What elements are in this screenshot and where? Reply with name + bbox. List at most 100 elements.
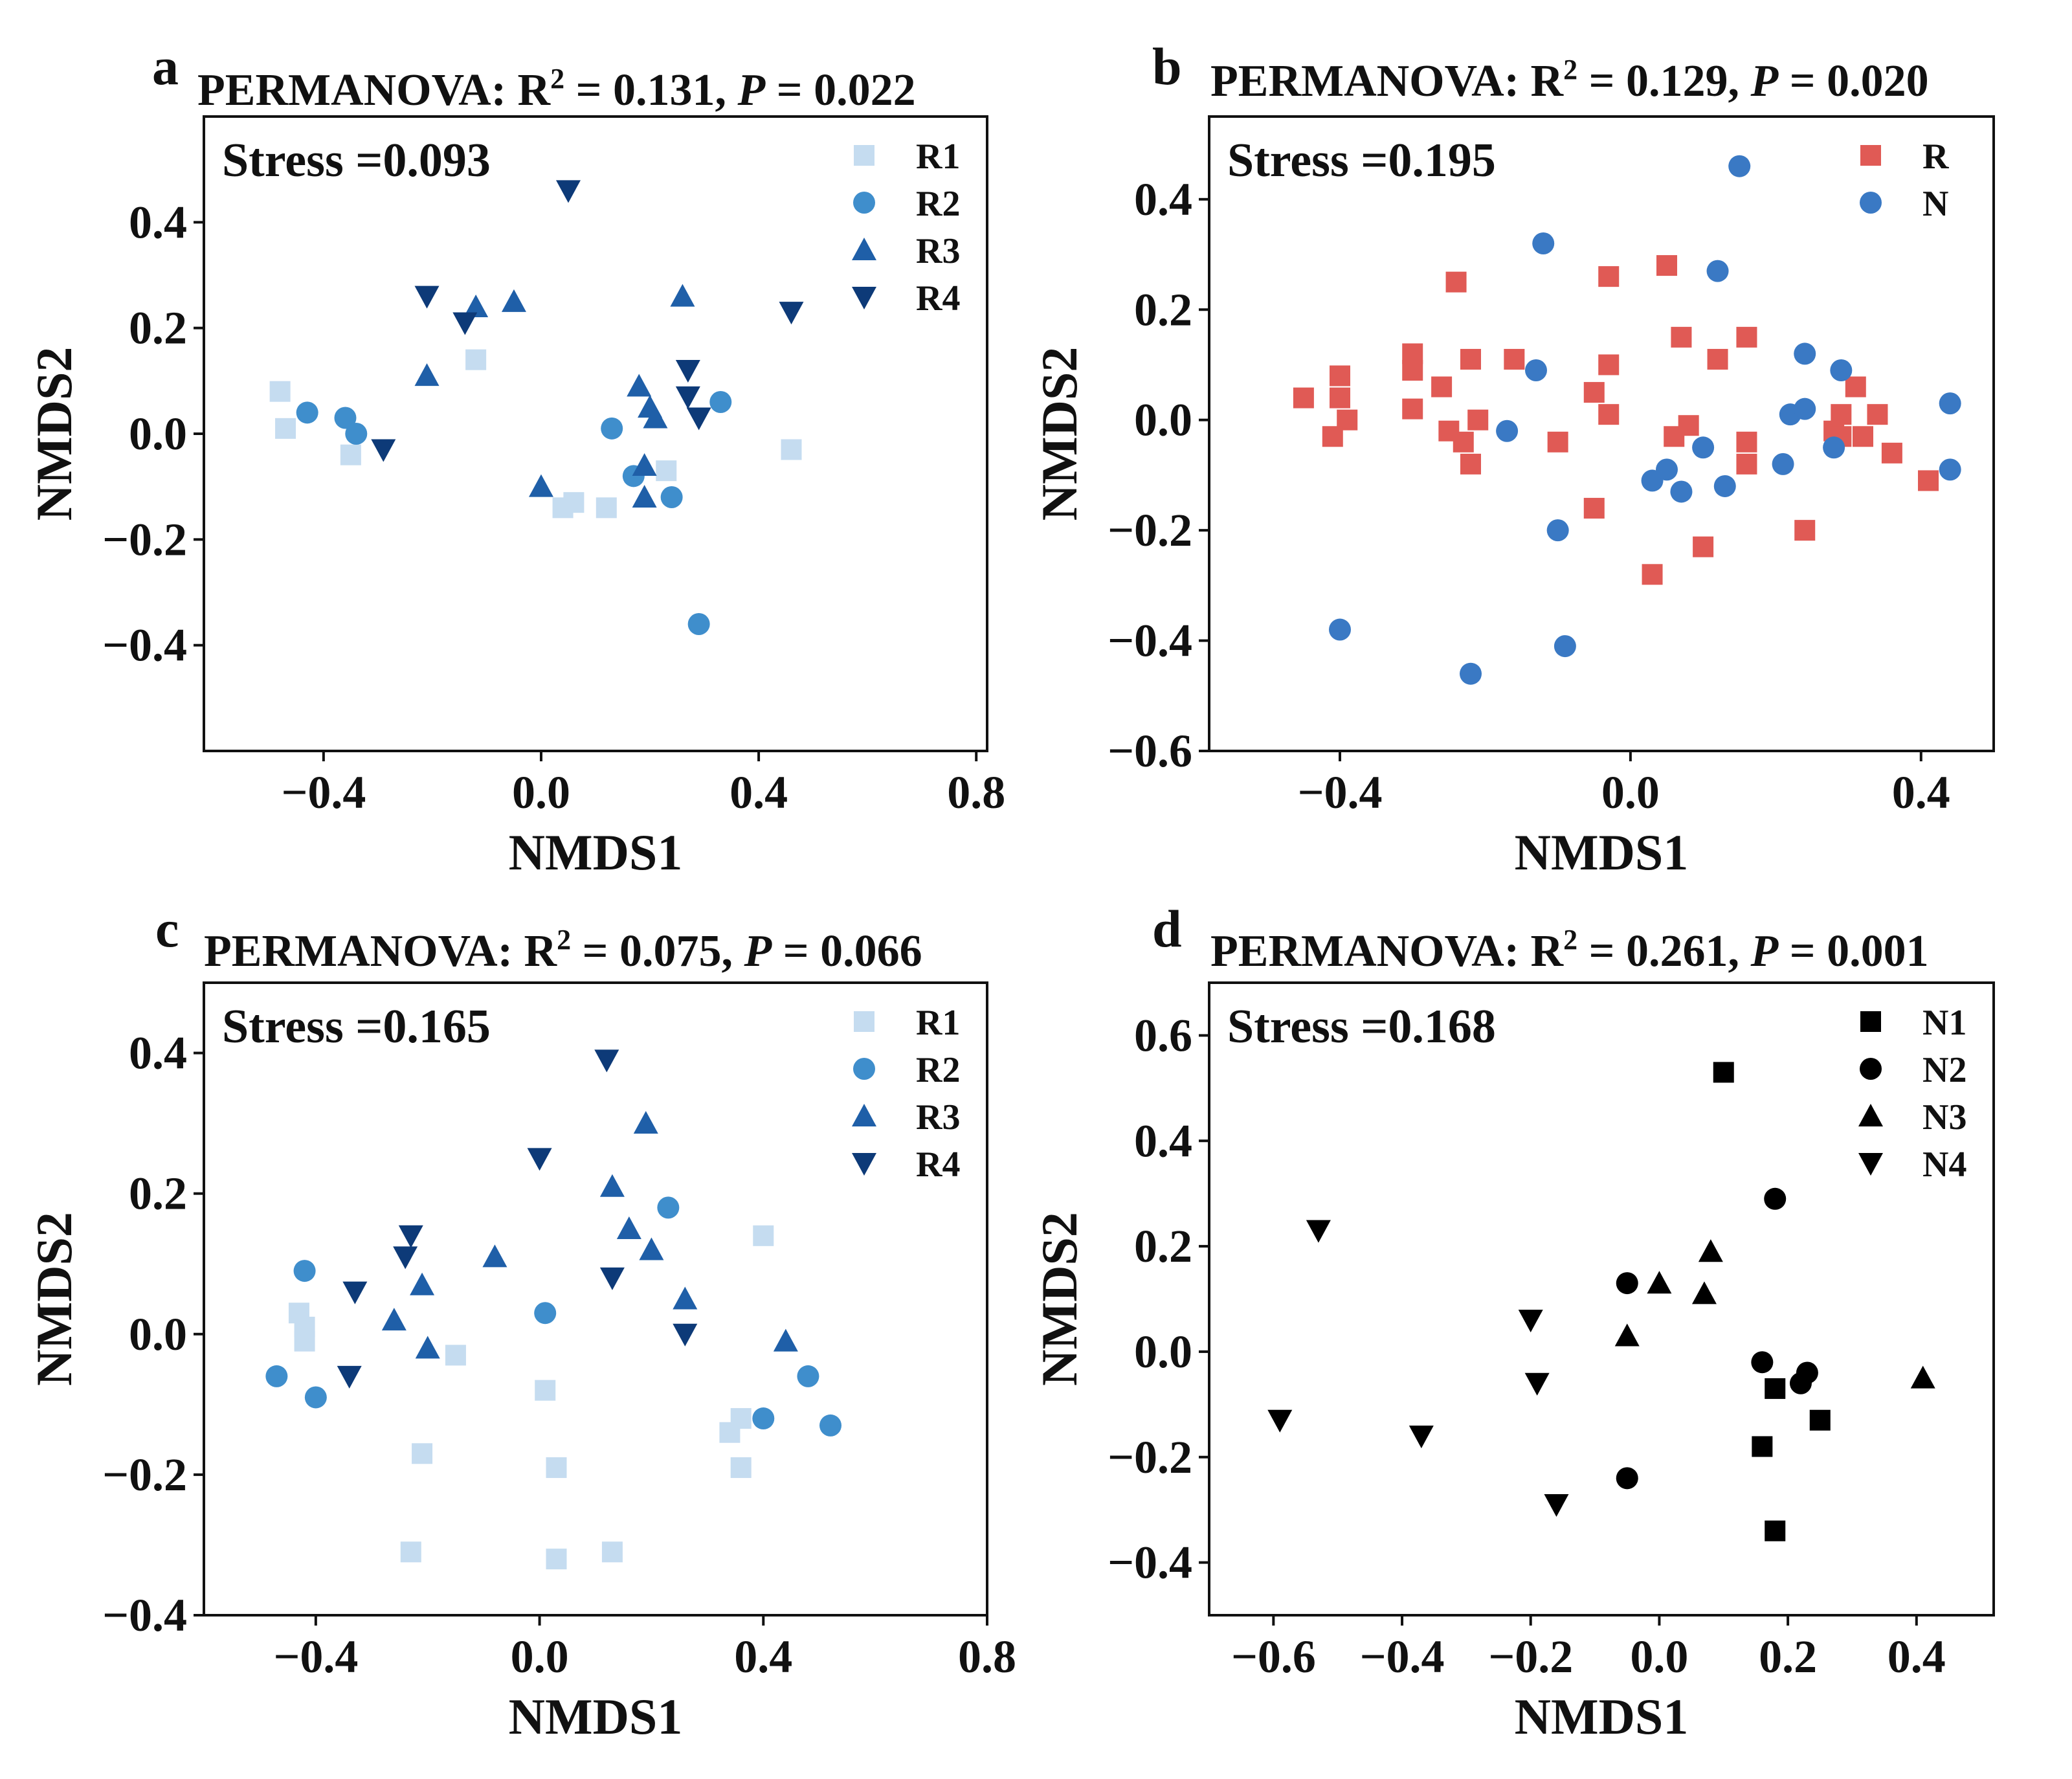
r2-superscript: 2 [1563, 54, 1577, 85]
y-tick-label: 0.2 [129, 302, 187, 354]
p-label: P [1750, 926, 1779, 976]
panel-letter: a [152, 37, 179, 96]
point-r2 [334, 407, 357, 429]
point-r2 [657, 1196, 680, 1219]
point-r2 [345, 423, 368, 445]
point-r [1322, 426, 1343, 447]
point-r4 [675, 386, 700, 409]
stress-label: Stress =0.168 [1227, 1000, 1496, 1053]
point-r [1330, 365, 1350, 386]
legend-label: R4 [916, 1145, 960, 1185]
point-r1 [781, 439, 802, 460]
x-tick-label: 0.2 [1759, 1631, 1817, 1683]
point-r [1642, 564, 1663, 585]
point-r4 [337, 1365, 362, 1389]
y-tick-label: 0.0 [129, 1308, 187, 1360]
permanova-title: PERMANOVA: R2 = 0.261, P = 0.001 [1210, 924, 1929, 976]
x-axis-label: NMDS1 [1515, 1688, 1689, 1745]
x-tick-label: −0.6 [1231, 1631, 1316, 1683]
y-tick-label: 0.4 [1134, 1115, 1192, 1167]
point-r3 [639, 1237, 664, 1260]
y-tick-label: −0.2 [1108, 1431, 1192, 1483]
point-n [1554, 635, 1576, 658]
r2-superscript: 2 [1563, 924, 1577, 956]
y-tick-label: 0.6 [1134, 1009, 1192, 1061]
x-tick-label: 0.0 [511, 1631, 569, 1683]
point-r4 [779, 302, 804, 325]
panel-letter: d [1152, 899, 1182, 958]
point-r [1293, 387, 1314, 408]
point-r1 [294, 1330, 315, 1352]
p-value: = 0.020 [1778, 56, 1928, 106]
point-r2 [534, 1302, 557, 1325]
point-r2 [709, 391, 732, 413]
legend-label: R [1922, 137, 1949, 177]
point-r [1445, 271, 1467, 293]
legend-label: N3 [1922, 1097, 1966, 1137]
point-n [1496, 420, 1519, 442]
point-r3 [627, 374, 652, 397]
legend-marker-r2 [853, 1058, 875, 1080]
point-r [1402, 398, 1423, 420]
point-n [1692, 436, 1715, 459]
x-tick-label: −0.4 [1360, 1631, 1445, 1683]
r2-value: = 0.131, [564, 65, 737, 115]
point-r4 [527, 1148, 552, 1171]
point-r4 [393, 1246, 418, 1270]
point-r1 [412, 1443, 433, 1464]
point-r1 [535, 1380, 556, 1401]
point-r4 [594, 1049, 619, 1073]
legend-label: N4 [1922, 1145, 1966, 1185]
legend-marker-r4 [852, 287, 876, 309]
point-r [1431, 376, 1453, 397]
x-tick-label: 0.4 [1888, 1631, 1946, 1683]
point-r [1736, 326, 1757, 348]
point-r2 [797, 1365, 819, 1387]
r2-superscript: 2 [550, 63, 564, 95]
point-r2 [752, 1407, 775, 1430]
y-tick-label: 0.0 [129, 408, 187, 460]
permanova-title: PERMANOVA: R2 = 0.131, P = 0.022 [197, 63, 916, 115]
point-n [1532, 232, 1555, 254]
point-r1 [546, 1549, 567, 1570]
y-tick-label: 0.0 [1134, 1326, 1192, 1378]
y-tick-label: 0.2 [1134, 1220, 1192, 1272]
point-r1 [601, 1541, 623, 1563]
y-tick-label: −0.2 [102, 1449, 187, 1501]
legend-label: R1 [916, 137, 960, 177]
point-n [1525, 359, 1547, 381]
point-r3 [632, 485, 657, 508]
point-r [1881, 442, 1902, 464]
point-n1 [1809, 1409, 1831, 1431]
y-tick-label: −0.4 [102, 1589, 187, 1641]
x-tick-label: −0.4 [273, 1631, 358, 1683]
point-n [1794, 342, 1816, 365]
point-n [1546, 519, 1569, 542]
point-n4 [1524, 1372, 1550, 1396]
point-r [1831, 404, 1852, 425]
y-axis-label: NMDS2 [26, 1212, 82, 1386]
point-n [1329, 618, 1351, 641]
x-tick-label: 0.4 [734, 1631, 792, 1683]
point-r3 [599, 1174, 625, 1197]
point-n3 [1691, 1281, 1717, 1304]
y-axis-label: NMDS2 [1031, 347, 1087, 521]
point-r [1853, 426, 1873, 447]
legend-marker-n4 [1858, 1153, 1883, 1176]
point-r [1460, 453, 1481, 475]
point-r3 [633, 1111, 658, 1134]
point-n4 [1518, 1310, 1543, 1333]
x-tick-label: 0.0 [1601, 766, 1660, 818]
r2-superscript: 2 [557, 924, 571, 956]
point-r3 [463, 295, 489, 317]
point-r2 [265, 1365, 288, 1387]
x-tick-label: −0.2 [1488, 1631, 1573, 1683]
x-tick-label: 0.4 [730, 766, 788, 818]
legend-label: R4 [916, 278, 960, 319]
x-tick-label: 0.0 [1630, 1631, 1688, 1683]
legend-marker-r4 [852, 1153, 876, 1176]
legend-marker-r1 [854, 1011, 874, 1032]
point-r [1402, 360, 1423, 381]
point-r3 [414, 363, 440, 386]
